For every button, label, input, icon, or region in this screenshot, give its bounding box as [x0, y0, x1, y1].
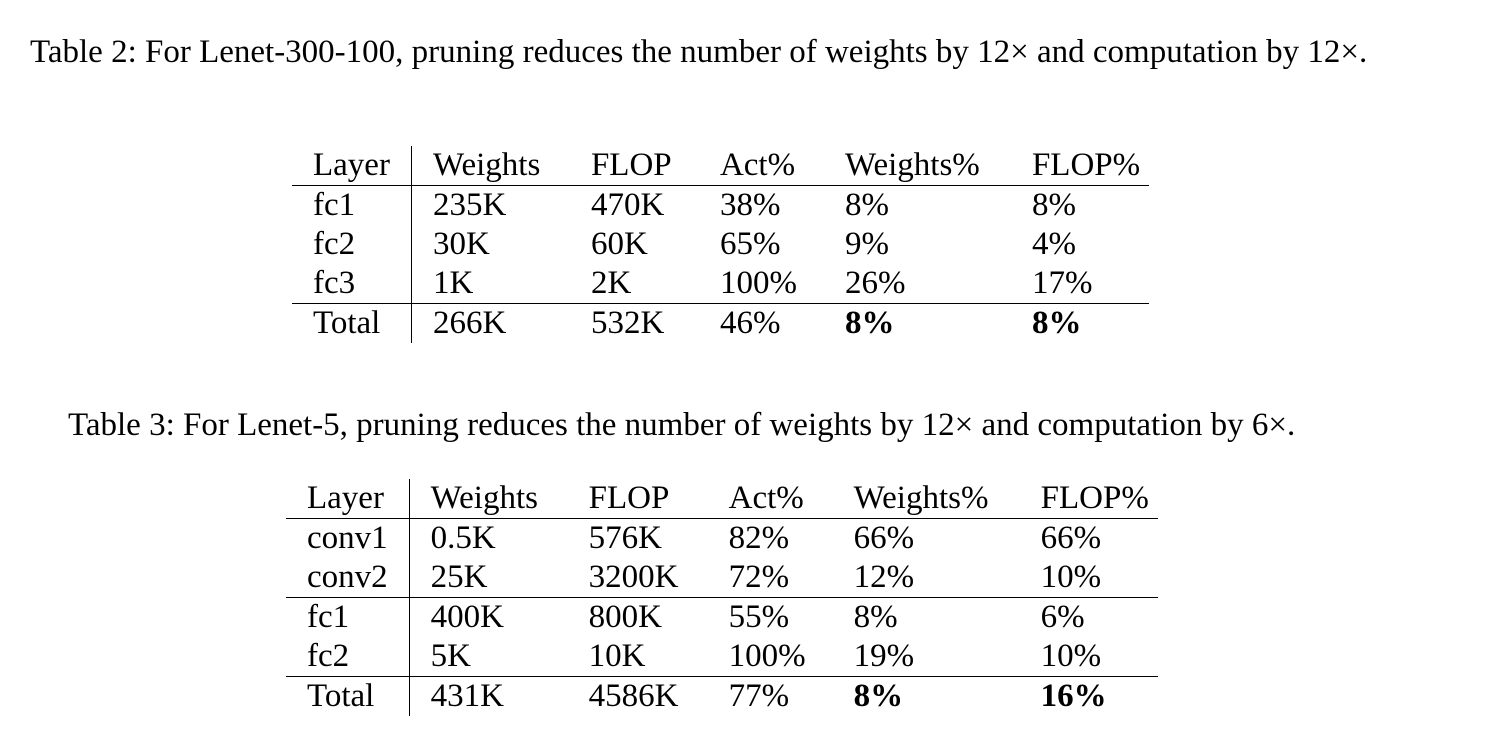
table-row: fc1 235K 470K 38% 8% 8%: [292, 185, 1149, 225]
cell-flop-percent: 17%: [1031, 265, 1093, 301]
cell-flop-percent: 10%: [1040, 638, 1102, 674]
table-header-row: Layer Weights FLOP Act% Weights% FLOP%: [286, 479, 1158, 519]
table-row: fc1 400K 800K 55% 8% 6%: [286, 597, 1158, 637]
cell-weights-percent: 66%: [853, 520, 915, 556]
cell-layer: fc3: [292, 264, 412, 304]
cell-layer: fc1: [286, 597, 410, 637]
table-header-row: Layer Weights FLOP Act% Weights% FLOP%: [292, 146, 1149, 186]
cell-weights: 1K: [432, 265, 474, 301]
cell-flop: 4586K: [567, 676, 708, 716]
header-layer: Layer: [292, 146, 412, 186]
cell-act-percent: 55%: [707, 597, 833, 637]
cell-weights: 235K: [432, 187, 507, 223]
cell-weights: 5K: [430, 638, 471, 674]
table-2-caption: Table 2: For Lenet-300-100, pruning redu…: [30, 34, 1368, 70]
cell-act-percent: 100%: [728, 638, 806, 674]
cell-layer: fc1: [292, 185, 412, 225]
cell-flop-percent: 10%: [1040, 559, 1102, 595]
cell-flop-percent: 66%: [1040, 520, 1102, 556]
table-row: fc2 30K 60K 65% 9% 4%: [292, 225, 1149, 264]
cell-act-percent: 72%: [728, 559, 790, 595]
cell-weights: 400K: [409, 597, 568, 637]
cell-weights-percent: 8%: [832, 597, 1020, 637]
table-3: Layer Weights FLOP Act% Weights% FLOP% c…: [286, 479, 1158, 716]
header-weights: Weights: [411, 146, 570, 186]
cell-weights-percent: 8%: [844, 187, 889, 223]
cell-flop-percent: 8%: [1010, 303, 1149, 343]
cell-weights: 0.5K: [430, 520, 496, 556]
table-row: conv2 25K 3200K 72% 12% 10%: [286, 558, 1158, 598]
cell-act-percent: 38%: [719, 187, 781, 223]
table-total-row: Total 431K 4586K 77% 8% 16%: [286, 676, 1158, 716]
header-flop: FLOP: [567, 479, 708, 519]
cell-flop: 3200K: [588, 559, 679, 595]
header-flop-percent: FLOP%: [1010, 146, 1149, 186]
table-row: fc2 5K 10K 100% 19% 10%: [286, 637, 1158, 677]
header-weights-percent: Weights%: [832, 479, 1020, 519]
cell-weights: 25K: [430, 559, 488, 595]
cell-act-percent: 100%: [719, 265, 797, 301]
cell-act-percent: 77%: [707, 676, 833, 716]
cell-layer: Total: [292, 303, 412, 343]
cell-flop: 2K: [590, 265, 632, 301]
cell-weights-percent: 19%: [853, 638, 915, 674]
cell-layer: conv1: [286, 518, 410, 558]
cell-act-percent: 82%: [728, 520, 790, 556]
header-act-percent: Act%: [698, 146, 824, 186]
cell-weights: 30K: [432, 226, 490, 262]
header-weights: Weights: [409, 479, 568, 519]
header-act-percent: Act%: [707, 479, 833, 519]
cell-weights-percent: 8%: [823, 303, 1011, 343]
cell-weights-percent: 9%: [844, 226, 889, 262]
table-row: conv1 0.5K 576K 82% 66% 66%: [286, 518, 1158, 558]
table-2: Layer Weights FLOP Act% Weights% FLOP% f…: [292, 146, 1149, 343]
table-3-caption: Table 3: For Lenet-5, pruning reduces th…: [68, 407, 1296, 443]
cell-weights-percent: 8%: [832, 676, 1020, 716]
header-weights-percent: Weights%: [823, 146, 1011, 186]
cell-layer: fc2: [292, 225, 412, 264]
cell-flop: 532K: [569, 303, 699, 343]
header-flop-percent: FLOP%: [1019, 479, 1158, 519]
cell-weights-percent: 26%: [844, 265, 906, 301]
cell-flop: 470K: [590, 187, 665, 223]
cell-flop-percent: 4%: [1031, 226, 1076, 262]
cell-weights: 431K: [409, 676, 568, 716]
header-layer: Layer: [286, 479, 410, 519]
cell-flop-percent: 6%: [1019, 597, 1158, 637]
cell-flop: 576K: [588, 520, 662, 556]
header-flop: FLOP: [569, 146, 699, 186]
cell-flop: 800K: [567, 597, 708, 637]
cell-act-percent: 46%: [698, 303, 824, 343]
table-total-row: Total 266K 532K 46% 8% 8%: [292, 303, 1149, 343]
cell-weights: 266K: [411, 303, 570, 343]
cell-layer: fc2: [286, 637, 410, 677]
cell-flop-percent: 8%: [1031, 187, 1076, 223]
cell-flop-percent: 16%: [1019, 676, 1158, 716]
table-row: fc3 1K 2K 100% 26% 17%: [292, 264, 1149, 304]
cell-layer: conv2: [286, 558, 410, 598]
cell-act-percent: 65%: [719, 226, 781, 262]
cell-flop: 10K: [588, 638, 646, 674]
cell-flop: 60K: [590, 226, 648, 262]
cell-layer: Total: [286, 676, 410, 716]
cell-weights-percent: 12%: [853, 559, 915, 595]
